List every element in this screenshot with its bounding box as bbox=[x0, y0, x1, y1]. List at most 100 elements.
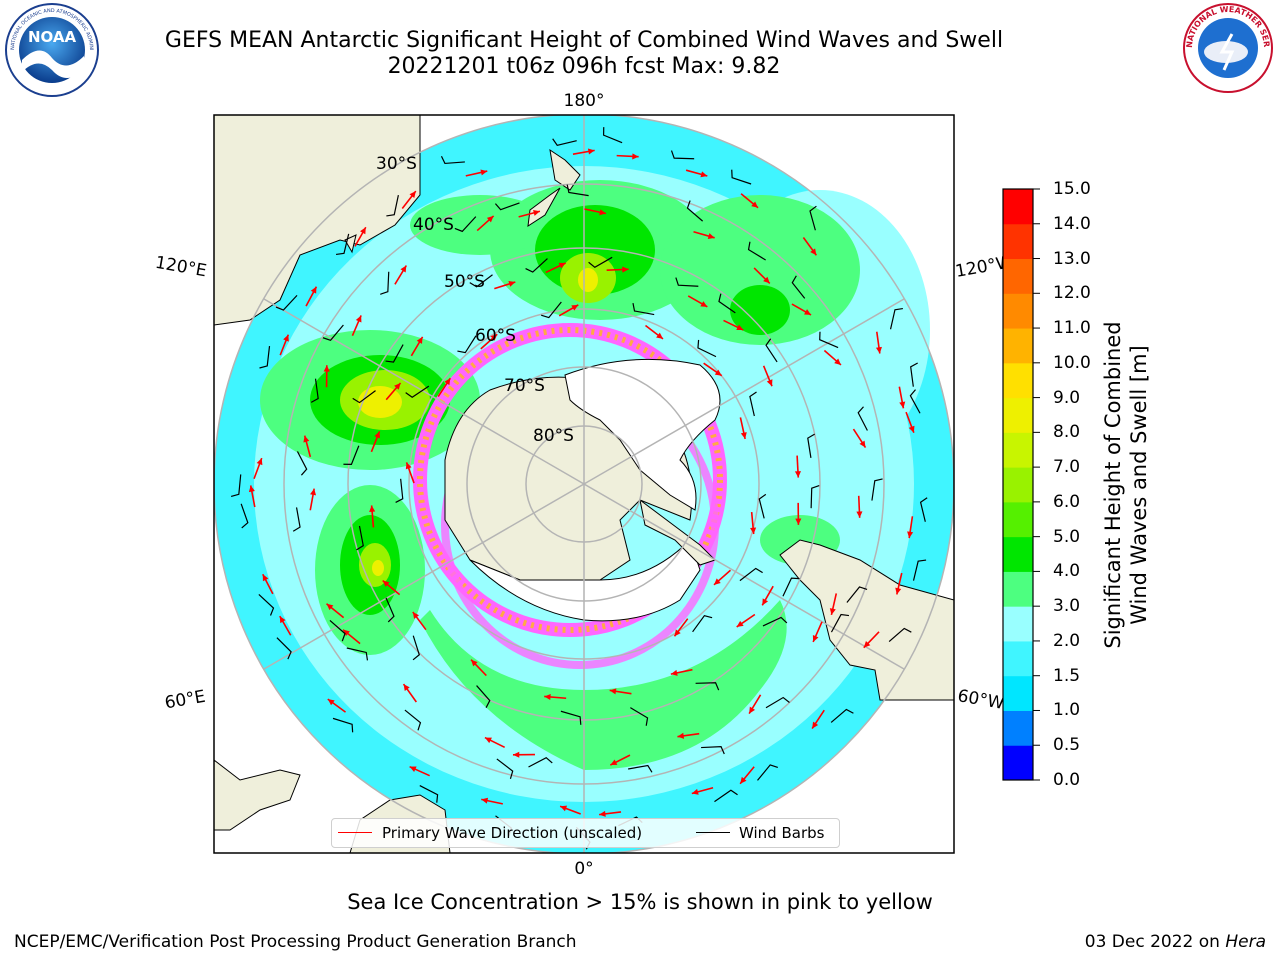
wind-barb bbox=[332, 717, 354, 733]
wave-arrow-head bbox=[256, 458, 263, 466]
wind-barb bbox=[912, 559, 927, 581]
wave-arrow-head bbox=[700, 301, 708, 307]
south-america bbox=[779, 539, 954, 701]
wave-arrow-head bbox=[490, 334, 498, 341]
wind-barb bbox=[718, 293, 736, 314]
colorbar-tick-label: 8.0 bbox=[1053, 422, 1081, 443]
wave-arrow-head bbox=[856, 511, 863, 518]
wind-barb bbox=[240, 503, 249, 529]
wave-arrow-head bbox=[670, 669, 678, 676]
wave-arrow-head bbox=[405, 462, 412, 470]
lon-label-180: 180° bbox=[564, 91, 605, 111]
wave-arrow-head bbox=[656, 332, 663, 339]
primary-wave-arrows bbox=[248, 148, 915, 817]
wind-barb bbox=[230, 474, 242, 498]
wind-barb bbox=[457, 335, 477, 354]
wave-arrow-head bbox=[907, 531, 914, 539]
wind-barb bbox=[440, 155, 465, 165]
wind-barb bbox=[496, 758, 514, 779]
wind-barb bbox=[602, 127, 623, 144]
lon-label-60w: 60°W bbox=[956, 686, 1006, 714]
wave-arrow-head bbox=[707, 233, 715, 240]
nws-logo: NATIONAL WEATHER SERVICE bbox=[0, 0, 1273, 93]
wind-barb bbox=[871, 478, 883, 501]
wave-arrow-head bbox=[610, 759, 618, 766]
barb-legend-line bbox=[696, 832, 730, 833]
lat-label-30s: 30°S bbox=[376, 154, 417, 174]
wind-barb bbox=[686, 200, 704, 222]
wind-barb bbox=[819, 331, 839, 349]
footer-date: 03 Dec 2022 on Hera bbox=[1085, 932, 1266, 952]
wind-barb bbox=[765, 338, 778, 363]
colorbar-tick-label: 12.0 bbox=[1053, 283, 1091, 304]
wind-barb bbox=[346, 647, 369, 661]
wind-barb bbox=[628, 764, 653, 773]
wind-barb bbox=[329, 620, 346, 642]
wind-barb bbox=[552, 138, 577, 147]
wind-barb bbox=[385, 344, 404, 363]
wind-barb bbox=[494, 202, 520, 211]
wave-arrow-head bbox=[713, 578, 721, 585]
wave-arrow-head bbox=[486, 215, 494, 223]
wave-arrow-head bbox=[416, 336, 423, 344]
wind-barb bbox=[807, 433, 815, 458]
wind-barb bbox=[525, 258, 548, 273]
wave-arrow-head bbox=[863, 641, 871, 648]
wave-arrow-head bbox=[480, 169, 488, 176]
wind-barb bbox=[352, 390, 376, 404]
wave-arrow-head bbox=[310, 488, 317, 496]
sea-ice-note: Sea Ice Concentration > 15% is shown in … bbox=[347, 890, 933, 914]
wind-barb bbox=[889, 307, 903, 330]
wind-barb bbox=[560, 710, 582, 725]
wind-barb bbox=[675, 277, 699, 287]
wind-barb bbox=[386, 194, 399, 217]
colorbar-segment bbox=[1003, 640, 1033, 677]
wave-arrow-head bbox=[560, 805, 568, 812]
colorbar-tick-label: 0.5 bbox=[1053, 735, 1081, 756]
wind-barb bbox=[810, 484, 820, 509]
wave-arrow-head bbox=[714, 369, 722, 376]
wave-legend-label: Primary Wave Direction (unscaled) bbox=[382, 824, 643, 842]
wave-arrow-head bbox=[248, 485, 255, 493]
wave-arrow-head bbox=[360, 227, 366, 235]
footer-credit: NCEP/EMC/Verification Post Processing Pr… bbox=[14, 932, 577, 952]
footer-machine: Hera bbox=[1225, 932, 1266, 952]
wind-barb bbox=[476, 685, 491, 708]
wind-barb bbox=[714, 789, 738, 803]
wave-arrow-head bbox=[736, 620, 744, 627]
colorbar-tick-label: 4.0 bbox=[1053, 561, 1081, 582]
colorbar-tick-label: 10.0 bbox=[1053, 352, 1091, 373]
map-panel bbox=[214, 115, 954, 853]
ross-ice-shelf bbox=[564, 358, 721, 511]
wind-barb bbox=[846, 586, 868, 603]
wave-arrow-head bbox=[677, 732, 685, 739]
wind-barb bbox=[695, 682, 720, 691]
colorbar-tick-label: 13.0 bbox=[1053, 248, 1091, 269]
wave-arrow-head bbox=[374, 431, 381, 439]
wind-barb bbox=[731, 169, 752, 185]
weddell-ice bbox=[469, 539, 701, 622]
wind-barb bbox=[566, 184, 589, 197]
lat-label-40s: 40°S bbox=[413, 215, 454, 235]
colorbar-segment bbox=[1003, 710, 1033, 746]
wind-barb bbox=[830, 613, 850, 633]
wind-barb bbox=[412, 635, 420, 661]
colorbar-tick-label: 7.0 bbox=[1053, 457, 1081, 478]
colorbar-segment bbox=[1003, 745, 1033, 781]
wind-barb bbox=[747, 241, 766, 261]
nws-ring-text: NATIONAL WEATHER SERVICE bbox=[0, 0, 1271, 48]
wave-arrow-head bbox=[751, 201, 759, 208]
wave-arrow-head bbox=[409, 191, 416, 198]
wave-arrow-head bbox=[303, 435, 310, 443]
wind-barb bbox=[630, 707, 649, 726]
wave-arrow-head bbox=[533, 209, 540, 216]
wind-barb bbox=[541, 301, 562, 319]
wave-arrow-head bbox=[283, 334, 289, 342]
colorbar-tick-label: 9.0 bbox=[1053, 387, 1081, 408]
colorbar-tick-label: 1.0 bbox=[1053, 700, 1081, 721]
africa bbox=[214, 759, 301, 831]
wave-arrow-head bbox=[369, 505, 376, 512]
wave-arrow-head bbox=[343, 629, 350, 637]
lat-label-80s: 80°S bbox=[533, 426, 574, 446]
wave-arrow-head bbox=[471, 659, 478, 667]
